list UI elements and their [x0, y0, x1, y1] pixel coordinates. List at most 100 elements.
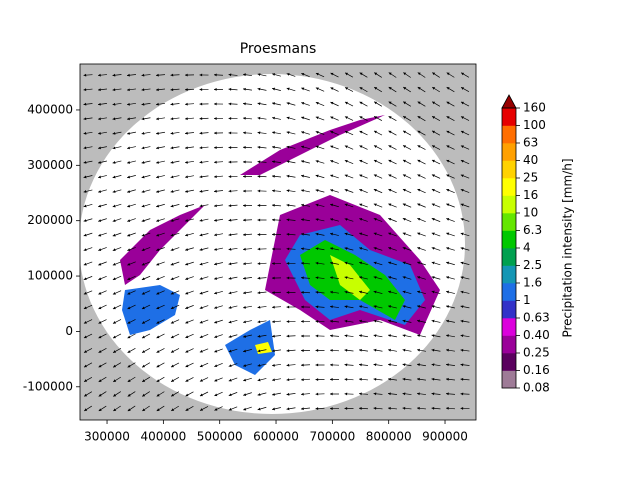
motion-arrowhead	[388, 174, 392, 178]
motion-arrowhead	[228, 146, 232, 149]
motion-arrowhead	[286, 145, 290, 149]
motion-arrowhead	[214, 407, 218, 411]
motion-arrowhead	[460, 363, 464, 367]
motion-arrowhead	[460, 377, 464, 381]
motion-arrowhead	[243, 393, 247, 396]
chart-title: Proesmans	[240, 41, 317, 57]
motion-arrowhead	[185, 131, 188, 135]
motion-arrowhead	[185, 393, 189, 397]
motion-arrowhead	[199, 175, 203, 179]
motion-arrowhead	[170, 291, 174, 295]
motion-arrowhead	[170, 190, 174, 193]
motion-arrowhead	[286, 87, 290, 91]
motion-arrowhead	[257, 87, 261, 91]
colorbar-bin	[502, 143, 516, 161]
motion-arrowhead	[272, 174, 275, 178]
motion-arrowhead	[460, 188, 464, 192]
motion-arrowhead	[156, 321, 160, 324]
motion-arrowhead	[330, 72, 334, 76]
motion-arrowhead	[330, 247, 333, 251]
motion-arrowhead	[199, 320, 203, 324]
motion-arrowhead	[373, 159, 377, 163]
motion-arrowhead	[98, 190, 102, 193]
motion-arrowhead	[388, 145, 392, 148]
motion-arrowhead	[200, 408, 204, 411]
motion-arrowhead	[127, 393, 131, 397]
motion-arrowhead	[373, 247, 377, 250]
motion-arrowhead	[257, 393, 261, 396]
motion-arrowhead	[127, 161, 131, 164]
motion-arrowhead	[228, 291, 232, 295]
motion-arrowhead	[214, 393, 218, 397]
motion-arrowhead	[127, 277, 131, 281]
motion-arrowhead	[141, 190, 145, 193]
motion-arrowhead	[359, 305, 362, 309]
motion-arrowhead	[286, 276, 290, 280]
motion-arrowhead	[83, 102, 87, 106]
motion-arrowhead	[446, 247, 450, 250]
motion-arrowhead	[417, 116, 421, 119]
motion-arrowhead	[156, 233, 160, 237]
motion-arrowhead	[228, 204, 232, 208]
motion-arrowhead	[141, 277, 145, 281]
motion-arrowhead	[170, 146, 174, 150]
motion-arrowhead	[431, 348, 435, 352]
motion-arrowhead	[156, 131, 159, 135]
motion-arrowhead	[315, 218, 319, 222]
motion-arrowhead	[98, 233, 102, 237]
motion-arrowhead	[373, 145, 377, 148]
motion-arrowhead	[301, 145, 305, 149]
motion-arrowhead	[156, 393, 160, 397]
motion-arrowhead	[446, 319, 449, 323]
motion-arrowhead	[127, 306, 131, 310]
motion-arrowhead	[257, 247, 261, 251]
motion-arrowhead	[112, 262, 116, 266]
motion-arrowhead	[199, 393, 203, 397]
motion-arrowhead	[141, 175, 145, 179]
motion-arrowhead	[446, 218, 450, 221]
motion-arrowhead	[373, 290, 377, 294]
motion-arrowhead	[185, 306, 189, 310]
motion-arrowhead	[432, 116, 436, 119]
motion-arrowhead	[185, 320, 189, 324]
colorbar-bin	[502, 300, 516, 319]
motion-arrowhead	[373, 174, 377, 178]
motion-arrowhead	[301, 407, 304, 411]
motion-arrowhead	[214, 320, 218, 324]
motion-arrowhead	[373, 348, 377, 352]
motion-arrowhead	[402, 363, 406, 367]
motion-arrowhead	[286, 218, 290, 222]
motion-arrowhead	[243, 378, 247, 382]
motion-arrowhead	[402, 188, 406, 192]
motion-arrowhead	[344, 101, 348, 105]
motion-arrowhead	[431, 334, 435, 338]
motion-arrowhead	[214, 378, 218, 382]
motion-arrowhead	[171, 393, 175, 397]
motion-arrowhead	[388, 392, 391, 396]
motion-arrowhead	[98, 262, 102, 266]
motion-arrowhead	[330, 218, 334, 221]
motion-arrowhead	[243, 87, 246, 91]
motion-arrowhead	[199, 335, 203, 339]
motion-arrowhead	[286, 116, 290, 120]
motion-arrowhead	[214, 117, 217, 120]
motion-arrowhead	[98, 350, 102, 353]
motion-arrowhead	[98, 277, 102, 281]
motion-arrowhead	[330, 232, 334, 236]
motion-arrowhead	[417, 406, 420, 410]
motion-arrowhead	[83, 146, 87, 150]
motion-arrowhead	[214, 204, 217, 208]
motion-arrowhead	[301, 72, 305, 76]
motion-arrowhead	[359, 377, 362, 381]
motion-arrowhead	[228, 175, 232, 179]
motion-arrowhead	[83, 248, 87, 251]
motion-arrowhead	[301, 363, 304, 367]
motion-arrowhead	[141, 131, 145, 135]
motion-arrowhead	[156, 350, 160, 353]
motion-arrowhead	[214, 262, 217, 266]
motion-arrowhead	[112, 233, 116, 237]
motion-arrowhead	[141, 321, 145, 324]
motion-arrowhead	[388, 276, 392, 279]
motion-arrowhead	[446, 101, 450, 105]
motion-arrowhead	[373, 319, 377, 323]
